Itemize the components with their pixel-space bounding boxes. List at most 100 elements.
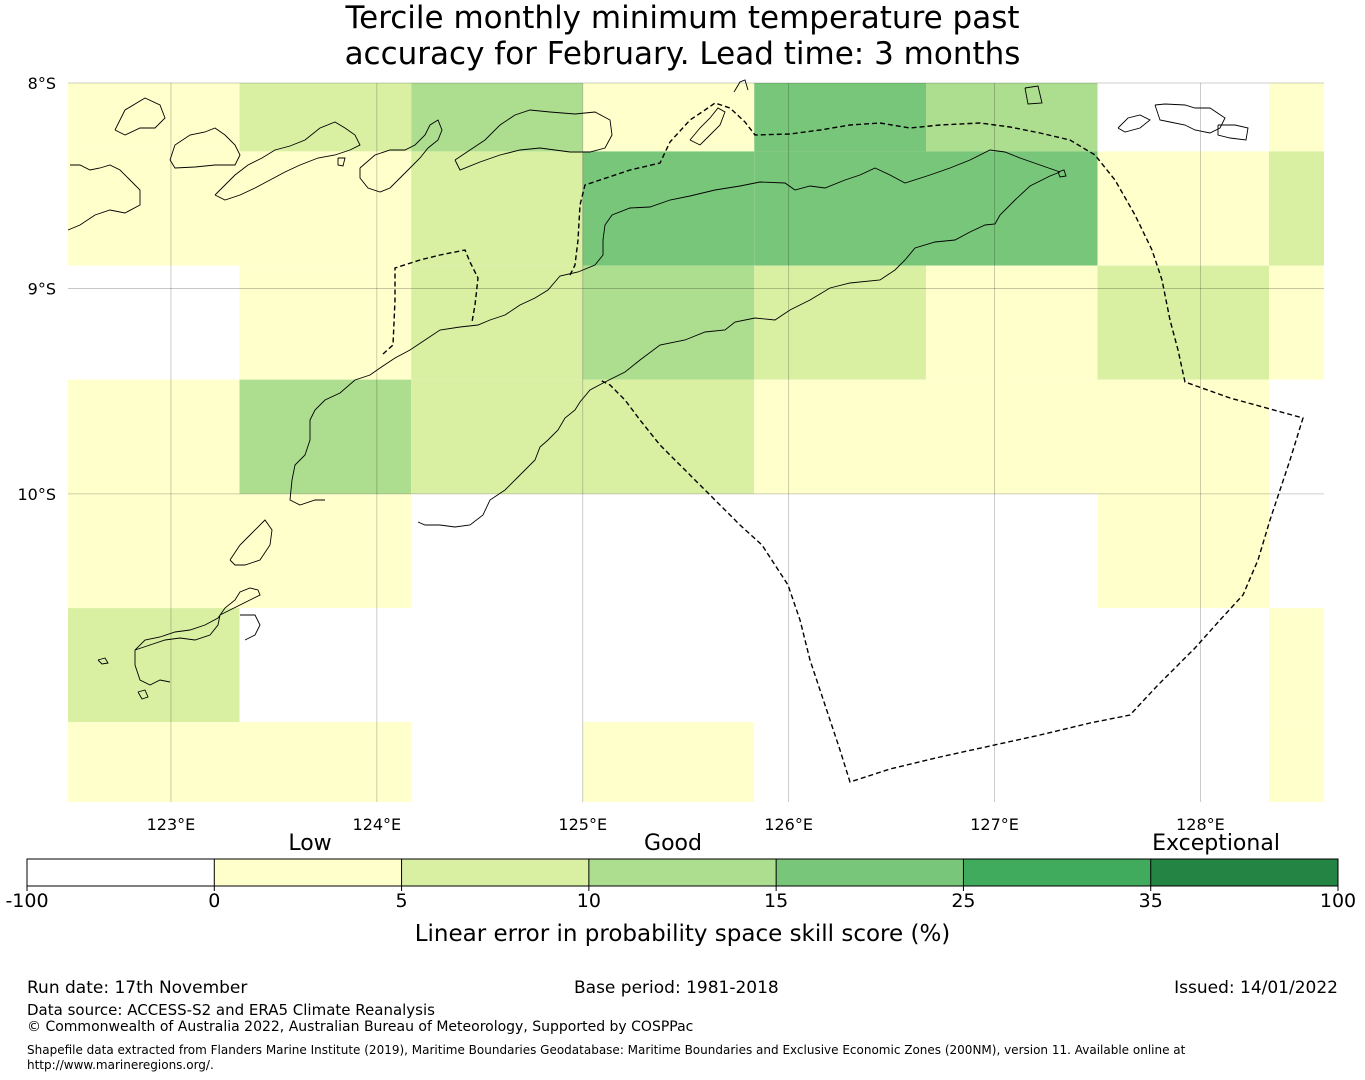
coastline-adonara [169, 127, 241, 169]
grid-cell [411, 608, 583, 723]
eez-boundary-oecusse [382, 249, 479, 355]
longitude-label: 124°E [353, 815, 402, 834]
data-source: Data source: ACCESS-S2 and ERA5 Climate … [27, 1001, 435, 1019]
coastline-islet-4 [733, 79, 749, 93]
coastline-atauro [689, 107, 726, 146]
grid-cell [239, 265, 412, 380]
colorbar-tick-label: 15 [764, 890, 789, 912]
grid-cell [582, 151, 755, 266]
colorbar-tick-label: 5 [395, 890, 408, 912]
grid-cell [411, 722, 583, 802]
shapefile-credit-line-2: http://www.marineregions.org/. [27, 1058, 214, 1072]
longitude-label: 125°E [558, 815, 607, 834]
colorbar-tick-label: 35 [1138, 890, 1163, 912]
coastline-islet-5 [1057, 169, 1067, 178]
graticule [68, 82, 1324, 802]
grid-cell [1269, 265, 1324, 380]
grid-cell [754, 151, 926, 266]
shapefile-credit-line-1: Shapefile data extracted from Flanders M… [27, 1043, 1186, 1057]
grid-cell [239, 83, 412, 152]
coastline-islet-2 [137, 689, 149, 700]
grid-cell [582, 379, 755, 494]
issued-date: Issued: 14/01/2022 [1174, 978, 1338, 998]
eez-boundary-north [569, 102, 1304, 783]
grid-cell [925, 151, 1098, 266]
grid-cell [925, 265, 1098, 380]
grid-cell [411, 265, 583, 380]
coastline-leti [1117, 114, 1151, 133]
grid-cell [1269, 608, 1324, 723]
grid-cell [68, 608, 240, 723]
longitude-label: 126°E [764, 815, 813, 834]
coastline-islet-1 [97, 657, 109, 665]
grid-cell [582, 265, 755, 380]
grid-cell [239, 151, 412, 266]
colorbar-category-label: Low [288, 831, 332, 856]
grid-cell [754, 493, 926, 609]
coastline-lembata [214, 121, 361, 201]
coastline-pantar [114, 97, 166, 136]
grid-cell [68, 379, 240, 494]
colorbar-tick-label: -100 [5, 890, 49, 912]
axis-labels: 8°S 9°S 10°S 123°E 124°E 125°E 126°E 127°E 128°E [17, 74, 1224, 834]
grid-cell [1269, 151, 1324, 266]
grid-cell [754, 722, 926, 802]
latitude-label: 8°S [28, 74, 56, 93]
grid-cell [239, 722, 412, 802]
grid-cell [1097, 722, 1270, 802]
map-title-line-2: accuracy for February. Lead time: 3 mont… [344, 36, 1021, 72]
grid-cell [411, 83, 583, 152]
grid-cell [925, 608, 1098, 723]
coastline-wetar [454, 109, 613, 171]
colorbar-segment [776, 859, 964, 886]
coastline-alor [359, 119, 443, 193]
grid-cell [1097, 608, 1270, 723]
coastline-sumba-tip [240, 614, 261, 641]
colorbar-category-label: Exceptional [1152, 831, 1280, 856]
grid-cell [239, 493, 412, 609]
grid-cell [754, 83, 926, 152]
run-date: Run date: 17th November [27, 978, 248, 998]
grid-cell [411, 379, 583, 494]
grid-cell [754, 265, 926, 380]
grid-cell [1097, 493, 1270, 609]
grid-cell [925, 493, 1098, 609]
coastline-timor-north [289, 149, 1061, 506]
grid-cell [239, 379, 412, 494]
copyright: © Commonwealth of Australia 2022, Austra… [27, 1019, 694, 1035]
grid-cell [582, 493, 755, 609]
grid-cell [925, 379, 1098, 494]
base-period: Base period: 1981-2018 [574, 978, 779, 998]
grid-cell [1269, 83, 1324, 152]
coastline-flores-east [67, 164, 141, 231]
colorbar [26, 858, 1339, 891]
colorbar-tick-label: 100 [1319, 890, 1357, 912]
eez-boundaries [382, 102, 1304, 783]
colorbar-segment [401, 859, 589, 886]
grid-cell [411, 493, 583, 609]
grid-cell [1097, 151, 1270, 266]
grid-cell [582, 608, 755, 723]
coastline-sawu [134, 587, 261, 686]
map-title-line-1: Tercile monthly minimum temperature past [345, 0, 1020, 36]
coastlines [67, 79, 1249, 700]
grid-cell [582, 722, 755, 802]
colorbar-tick-label: 10 [576, 890, 601, 912]
grid-cell [1097, 83, 1270, 152]
colorbar-segment [1150, 859, 1338, 886]
coastline-moa [1154, 103, 1226, 134]
grid-cell [1097, 379, 1270, 494]
coastline-islet-6 [337, 157, 346, 167]
colorbar-segment [963, 859, 1151, 886]
longitude-label: 128°E [1176, 815, 1225, 834]
grid-cell [1269, 493, 1324, 609]
coastline-lakor [1217, 124, 1249, 141]
longitude-label: 127°E [970, 815, 1019, 834]
grid-cell [239, 608, 412, 723]
latitude-label: 9°S [28, 279, 56, 298]
latitude-label: 10°S [17, 485, 56, 504]
grid-cell [925, 722, 1098, 802]
colorbar-category-label: Good [644, 831, 702, 856]
colorbar-segment [27, 859, 215, 886]
grid-cell [1097, 265, 1270, 380]
